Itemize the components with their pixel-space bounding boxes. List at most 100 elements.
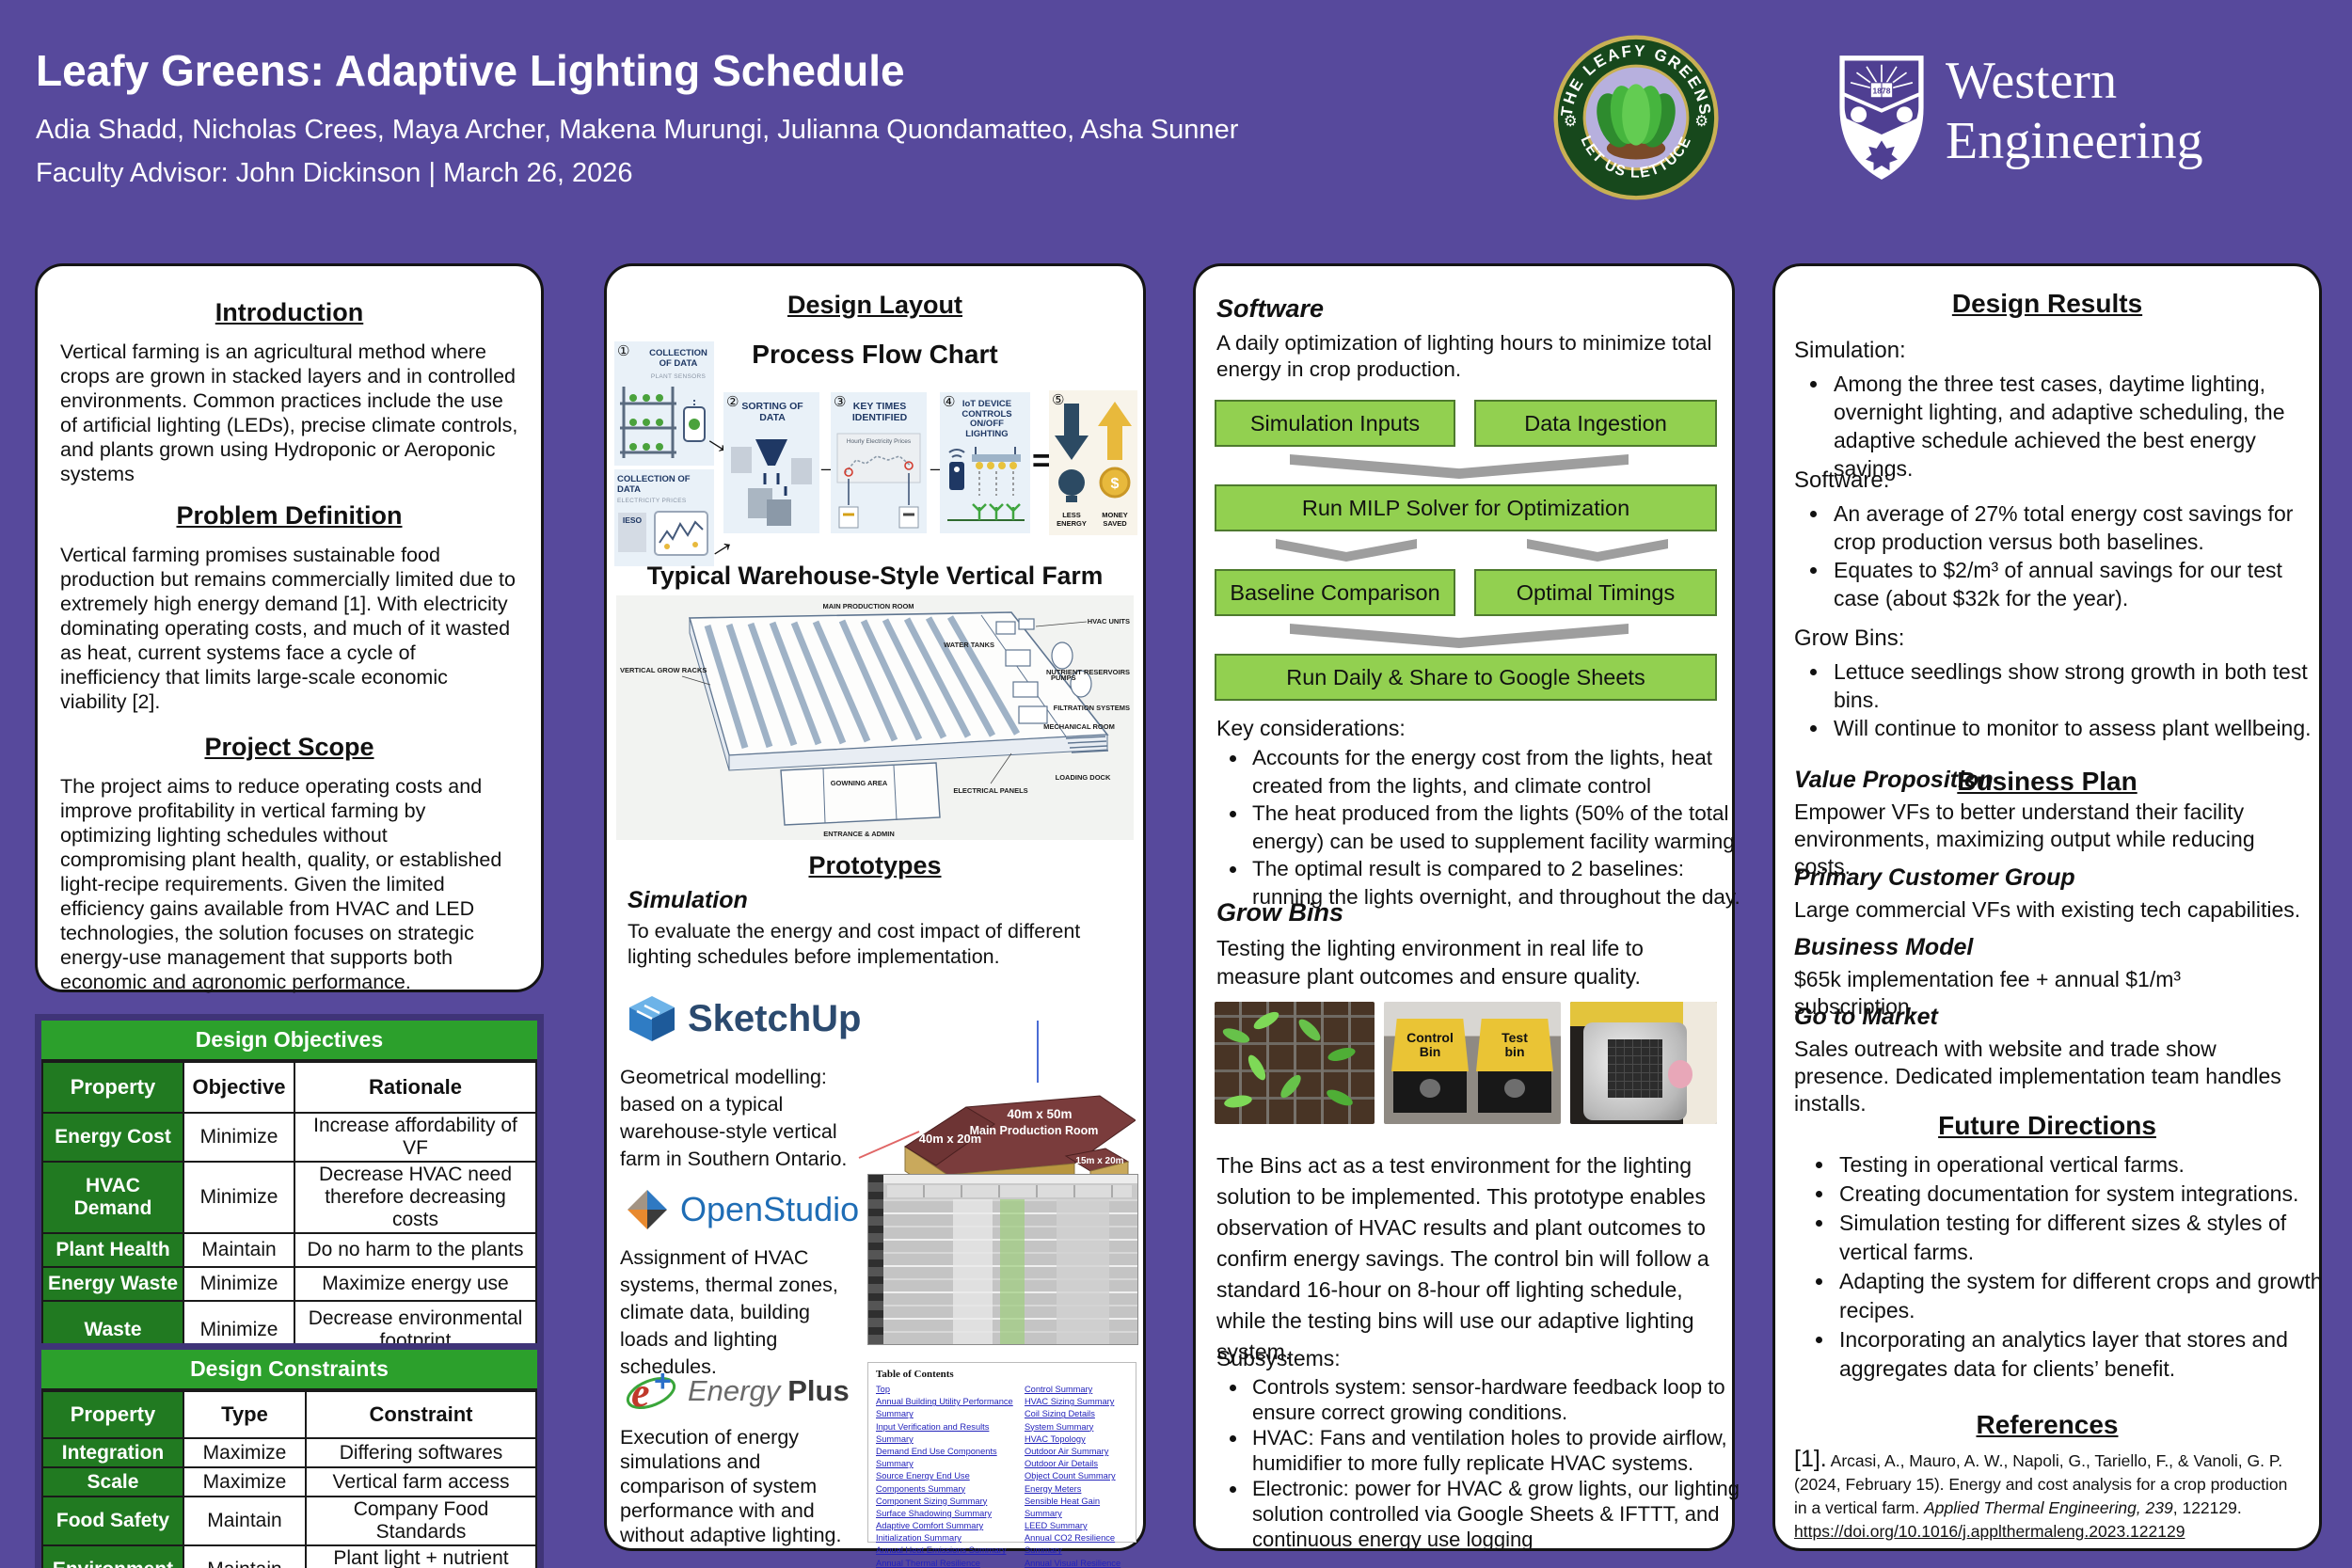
bulb-icon bbox=[1058, 469, 1085, 496]
consideration-item: The optimal result is compared to 2 base… bbox=[1248, 855, 1749, 911]
col-header-type: Type bbox=[183, 1390, 307, 1439]
cell-type: Maximize bbox=[183, 1437, 307, 1468]
toc-links-column1[interactable]: Top Annual Building Utility Performance … bbox=[876, 1385, 1013, 1568]
flow-step4-panel: ④ IoT DEVICE CONTROLS ON/OFF LIGHTING bbox=[940, 392, 1030, 533]
openstudio-brand: OpenStudio bbox=[626, 1188, 859, 1231]
table-header-row: Property Type Constraint bbox=[41, 1390, 537, 1439]
equals-sign: = bbox=[1032, 443, 1051, 479]
consideration-item: Accounts for the energy cost from the li… bbox=[1248, 744, 1749, 800]
grow-bins-text: Testing the lighting environment in real… bbox=[1216, 936, 1644, 989]
step-number: ④ bbox=[943, 394, 956, 410]
advisor-line: Faculty Advisor: John Dickinson | March … bbox=[36, 158, 633, 188]
go-to-market-text: Sales outreach with website and trade sh… bbox=[1794, 1037, 2281, 1116]
energyplus-brand: e + Energy Plus bbox=[626, 1365, 850, 1418]
label-nutrient: NUTRIENT RESERVOIRS bbox=[1046, 668, 1130, 676]
key-times-chart-icon: Hourly Electricity Prices bbox=[836, 433, 921, 529]
openstudio-icon bbox=[628, 1190, 667, 1229]
subsystem-item: Controls system: sensor-hardware feedbac… bbox=[1248, 1374, 1752, 1425]
business-model-text: $65k implementation fee + annual $1/m³ s… bbox=[1794, 967, 2182, 1019]
cell-rationale: Maximize energy use bbox=[294, 1266, 537, 1302]
col-header-rationale: Rationale bbox=[294, 1061, 537, 1114]
col-header-constraint: Constraint bbox=[305, 1390, 537, 1439]
design-objectives-title: Design Objectives bbox=[41, 1021, 537, 1061]
step-number: ② bbox=[726, 394, 739, 410]
project-scope-heading: Project Scope bbox=[204, 733, 374, 761]
crest-year: 1878 bbox=[1873, 87, 1891, 96]
value-proposition-text: Empower VFs to better understand their f… bbox=[1794, 800, 2255, 879]
doi-link[interactable]: https://doi.org/10.1016/j.applthermaleng… bbox=[1794, 1522, 2185, 1541]
openstudio-screenshot bbox=[867, 1174, 1138, 1345]
chart-caption: Hourly Electricity Prices bbox=[847, 438, 912, 445]
model-room-label: Main Production Room bbox=[970, 1124, 1099, 1137]
design-constraints-title: Design Constraints bbox=[41, 1350, 537, 1390]
table-row: Energy Waste Minimize Maximize energy us… bbox=[41, 1266, 537, 1302]
label-hvac: HVAC UNITS bbox=[1088, 617, 1130, 626]
future-item: Adapting the system for different crops … bbox=[1836, 1267, 2325, 1325]
grow-rack-icon bbox=[620, 387, 676, 458]
design-layout-card: Design Layout Process Flow Chart ① COLLE… bbox=[604, 263, 1146, 1568]
western-crest-icon: 1878 bbox=[1839, 55, 1924, 180]
flow-arrow-down bbox=[1276, 539, 1417, 562]
toc-title: Table of Contents bbox=[876, 1369, 954, 1380]
customer-group-heading: Primary Customer Group bbox=[1794, 864, 2075, 891]
step-number: ③ bbox=[834, 394, 847, 410]
energyplus-caption: Execution of energy simulations and comp… bbox=[620, 1426, 842, 1546]
future-item: Creating documentation for system integr… bbox=[1836, 1180, 2325, 1209]
grow-racks-rows bbox=[704, 615, 1021, 750]
gear-icon: ⚙ bbox=[1694, 113, 1708, 130]
flow-box-milp-solver: Run MILP Solver for Optimization bbox=[1215, 484, 1717, 531]
customer-group-text: Large commercial VFs with existing tech … bbox=[1794, 897, 2301, 922]
flow-box-optimal-timings: Optimal Timings bbox=[1474, 569, 1717, 616]
energyplus-toc-screenshot: Table of Contents Top Annual Building Ut… bbox=[867, 1362, 1136, 1568]
label-mechanical: MECHANICAL ROOM bbox=[1043, 722, 1115, 731]
table-row: Integration Maximize Differing softwares bbox=[41, 1437, 537, 1468]
energyplus-wordmark-energy: Energy bbox=[688, 1374, 781, 1407]
money-saved-label: MONEY SAVED bbox=[1102, 511, 1128, 528]
sketchup-brand: SketchUp bbox=[628, 994, 862, 1043]
energyplus-icon: e + bbox=[626, 1365, 676, 1416]
results-growbins-label: Grow Bins: bbox=[1794, 626, 1905, 651]
energyplus-plus: + bbox=[654, 1365, 672, 1398]
cell-property: Energy Cost bbox=[41, 1112, 184, 1163]
flow-arrow-down bbox=[1290, 454, 1629, 479]
cell-rationale: Do no harm to the plants bbox=[294, 1232, 537, 1268]
sorting-funnel-icon bbox=[731, 439, 812, 526]
test-bin-label: Test bin bbox=[1476, 1019, 1553, 1071]
maple-leaf-icon bbox=[1866, 140, 1898, 171]
value-proposition-heading: Value Proposition bbox=[1794, 767, 1994, 793]
table-header-row: Property Objective Rationale bbox=[41, 1061, 537, 1114]
insulated-bin-photo bbox=[1570, 1002, 1717, 1124]
label-main-room: MAIN PRODUCTION ROOM bbox=[822, 602, 914, 610]
cell-type: Maximize bbox=[183, 1466, 307, 1497]
go-to-market-heading: Go to Market bbox=[1794, 1004, 1938, 1030]
table-row: HVAC Demand Minimize Decrease HVAC need … bbox=[41, 1161, 537, 1234]
flow-box-run-daily: Run Daily & Share to Google Sheets bbox=[1215, 654, 1717, 701]
toc-links-column2[interactable]: Control Summary HVAC Sizing Summary Coil… bbox=[1024, 1385, 1121, 1568]
flow-step2-panel: ② SORTING OF DATA bbox=[723, 392, 819, 533]
cell-property: Energy Waste bbox=[41, 1266, 184, 1302]
reference-number: [1]. bbox=[1794, 1446, 1827, 1472]
flow-caption: SORTING OF DATA bbox=[741, 401, 803, 423]
flow-arrow-down bbox=[1290, 624, 1629, 648]
cell-rationale: Decrease HVAC need therefore decreasing … bbox=[294, 1161, 537, 1234]
humidifier-item bbox=[1668, 1060, 1692, 1088]
openstudio-wordmark: OpenStudio bbox=[680, 1190, 860, 1228]
cell-type: Maintain bbox=[183, 1496, 307, 1546]
seedling-tray-photo bbox=[1215, 1002, 1375, 1124]
references-heading: References bbox=[1976, 1410, 2119, 1439]
cell-property: HVAC Demand bbox=[41, 1161, 184, 1234]
introduction-card: Introduction Vertical farming is an agri… bbox=[35, 263, 544, 993]
col-header-property: Property bbox=[41, 1061, 184, 1114]
model-dim-top: 40m x 50m bbox=[1007, 1107, 1072, 1121]
table-row: Environment Maintain Plant light + nutri… bbox=[41, 1544, 537, 1568]
label-filtration: FILTRATION SYSTEMS bbox=[1054, 704, 1130, 712]
reference-text: , 122129. bbox=[2172, 1498, 2242, 1517]
openstudio-caption: Assignment of HVAC systems, thermal zone… bbox=[620, 1246, 838, 1378]
step-number: ① bbox=[617, 343, 630, 359]
introduction-heading: Introduction bbox=[215, 298, 364, 326]
introduction-text: Vertical farming is an agricultural meth… bbox=[60, 341, 518, 485]
cell-rationale: Increase affordability of VF bbox=[294, 1112, 537, 1163]
business-plan-heading: Business Plan bbox=[1957, 767, 2137, 796]
design-layout-heading: Design Layout bbox=[787, 291, 963, 319]
table-row: Food Safety Maintain Company Food Standa… bbox=[41, 1496, 537, 1546]
